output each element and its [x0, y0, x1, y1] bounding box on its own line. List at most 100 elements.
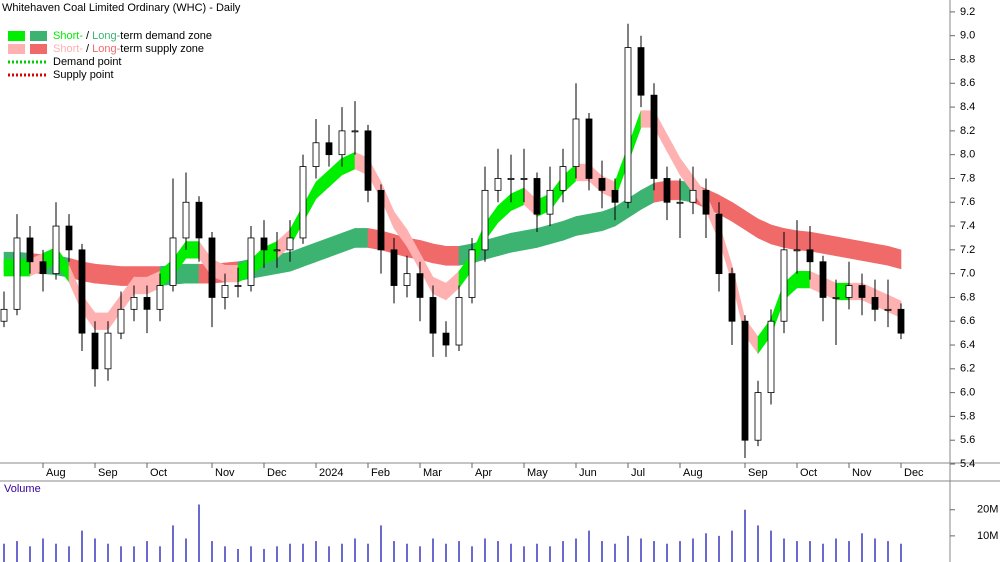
- candle-body: [871, 297, 879, 310]
- x-tick-label: Apr: [475, 467, 492, 479]
- zone-band: [536, 224, 551, 248]
- candle-body: [325, 142, 333, 156]
- legend-sep: /: [83, 43, 92, 55]
- x-tick-label: Jul: [631, 467, 645, 479]
- zone-band: [497, 232, 512, 257]
- candle-body: [819, 261, 827, 298]
- volume-bar: [263, 548, 265, 562]
- zone-band: [185, 263, 200, 284]
- y-tick-label: 7.8: [960, 172, 975, 184]
- legend-label: Demand point: [53, 56, 122, 68]
- volume-bar: [536, 543, 538, 562]
- candle-body: [182, 201, 190, 239]
- volume-bar: [107, 543, 109, 562]
- candle-body: [741, 320, 749, 441]
- x-tick-label: Feb: [371, 467, 390, 479]
- volume-bar: [445, 543, 447, 562]
- candle-body: [546, 189, 554, 215]
- legend-label: Short- / Long-term supply zone: [53, 43, 204, 55]
- candle-body: [728, 273, 736, 322]
- candle-body: [169, 237, 177, 286]
- volume-bar: [432, 538, 434, 562]
- volume-bar: [809, 541, 811, 562]
- volume-bar: [276, 546, 278, 562]
- volume-bar: [575, 538, 577, 562]
- volume-bar: [198, 504, 200, 562]
- zone-band: [185, 241, 200, 259]
- candle-body: [143, 297, 151, 310]
- volume-bar: [562, 541, 564, 562]
- volume-bar: [224, 546, 226, 562]
- candle-body: [572, 118, 580, 167]
- x-tick-label: Sep: [748, 467, 768, 479]
- volume-bar: [666, 543, 668, 562]
- volume-bar: [302, 543, 304, 562]
- volume-bar: [393, 541, 395, 562]
- y-tick-label: 6.8: [960, 291, 975, 303]
- x-tick-label: Sep: [98, 467, 118, 479]
- volume-bar: [549, 546, 551, 562]
- candle-body: [234, 285, 242, 287]
- candle-body: [468, 249, 476, 298]
- zone-band: [796, 270, 811, 289]
- y-tick-label: 8.2: [960, 125, 975, 137]
- candle-body: [767, 320, 775, 394]
- candle-body: [390, 249, 398, 286]
- y-tick-label: 6.0: [960, 387, 975, 399]
- x-tick-label: Mar: [423, 467, 442, 479]
- volume-bar: [601, 541, 603, 562]
- legend-short: Short-: [53, 30, 83, 42]
- volume-bar: [159, 546, 161, 562]
- candle-body: [338, 130, 346, 156]
- legend-label: Supply point: [53, 69, 114, 81]
- volume-bar: [81, 530, 83, 562]
- volume-bar: [237, 548, 239, 562]
- candle-body: [780, 249, 788, 322]
- volume-bar: [848, 541, 850, 562]
- candle-body: [897, 308, 905, 334]
- candle-body: [845, 285, 853, 298]
- zone-band: [575, 213, 590, 236]
- legend-long: Long-: [92, 43, 120, 55]
- zone-band: [588, 211, 603, 234]
- candle-body: [637, 47, 645, 96]
- volume-bar: [861, 533, 863, 562]
- candle-body: [611, 189, 619, 203]
- y-tick-label: 5.8: [960, 410, 975, 422]
- candle-body: [26, 237, 34, 263]
- zone-band: [510, 230, 525, 253]
- volume-bar: [94, 538, 96, 562]
- y-tick-label: 7.4: [960, 220, 975, 232]
- x-tick-label: Oct: [800, 467, 817, 479]
- zone-band: [861, 241, 876, 264]
- candle-body: [806, 249, 814, 263]
- y-tick-label: 9.2: [960, 6, 975, 18]
- candle-body: [585, 118, 593, 179]
- candle-body: [78, 249, 86, 334]
- volume-bar: [211, 541, 213, 562]
- zone-band: [887, 245, 902, 270]
- volume-bar: [380, 525, 382, 562]
- x-tick-label: Nov: [215, 467, 235, 479]
- volume-bar: [29, 546, 31, 562]
- candle-body: [663, 178, 671, 203]
- zone-band: [445, 245, 460, 266]
- volume-bar: [770, 530, 772, 562]
- candle-body: [481, 189, 489, 251]
- y-tick-label: 6.4: [960, 339, 975, 351]
- volume-bar: [614, 543, 616, 562]
- candle-body: [91, 332, 99, 370]
- volume-bar: [185, 538, 187, 562]
- volume-bar: [783, 538, 785, 562]
- candle-body: [377, 189, 385, 251]
- y-tick-label: 20M: [977, 504, 998, 516]
- zone-band: [133, 276, 148, 295]
- chart-title: Whitehaven Coal Limited Ordinary (WHC) -…: [2, 2, 241, 14]
- zone-band: [432, 243, 447, 266]
- legend-rest: term supply zone: [120, 43, 204, 55]
- candle-body: [754, 392, 762, 441]
- candle-body: [156, 285, 164, 310]
- candle-body: [403, 273, 411, 286]
